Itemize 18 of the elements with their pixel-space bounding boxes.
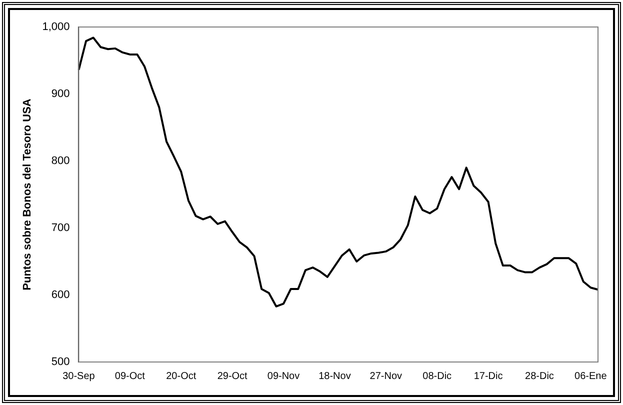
x-tick-label: 27-Nov	[370, 370, 402, 382]
y-tick-label: 700	[51, 222, 70, 234]
x-tick-label: 18-Nov	[318, 370, 351, 382]
x-tick-label: 30-Sep	[62, 370, 96, 382]
x-tick-label: 08-Dic	[422, 370, 452, 382]
x-tick-label: 09-Nov	[267, 370, 300, 382]
x-tick-label: 29-Oct	[217, 370, 248, 382]
y-tick-label: 600	[51, 289, 70, 302]
y-tick-label: 500	[51, 356, 70, 368]
x-tick-label: 06-Ene	[574, 370, 608, 382]
x-tick-label: 28-Dic	[525, 370, 554, 382]
y-tick-label: 900	[51, 88, 70, 100]
y-tick-label: 1,000	[42, 21, 70, 34]
x-tick-label: 17-Dic	[474, 370, 503, 382]
x-tick-label: 09-Oct	[114, 370, 146, 382]
y-axis-title: Puntos sobre Bonos del Tesoro USA	[22, 98, 34, 290]
y-tick-label: 800	[51, 155, 70, 168]
x-tick-label: 20-Oct	[166, 370, 196, 382]
